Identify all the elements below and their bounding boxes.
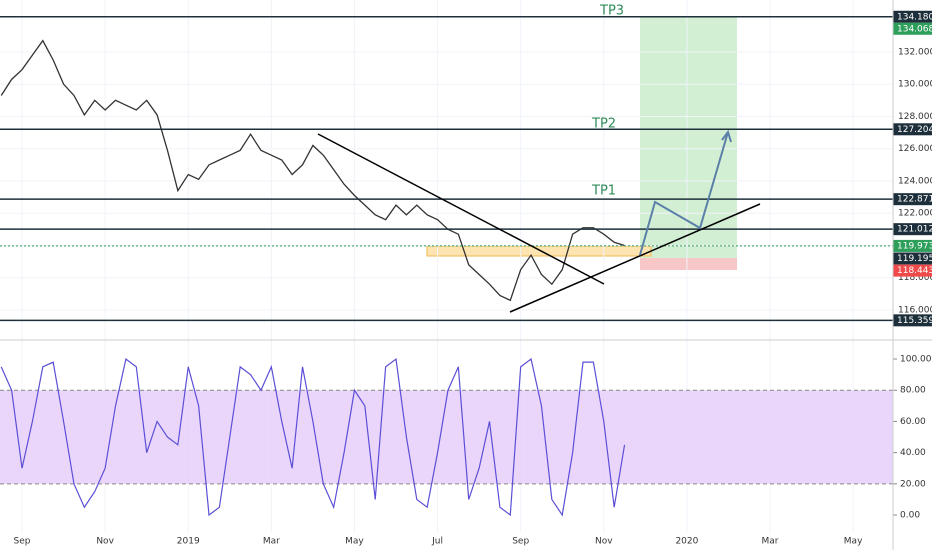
price-label-bg (893, 10, 932, 23)
price-label-bg (893, 239, 932, 252)
tp-label: TP3 (599, 4, 624, 19)
x-tick-label: Nov (96, 537, 114, 547)
x-tick-label: Sep (512, 537, 529, 547)
x-tick-label: Jul (431, 537, 443, 547)
oscillator-line (0, 357, 626, 517)
price-label-bg (893, 22, 932, 35)
y-tick-label: 128.000 (898, 112, 932, 122)
price-label-bg (893, 223, 932, 236)
price-label: 119.973 (897, 241, 932, 251)
price-label: 134.068 (897, 24, 932, 34)
osc-tick-label: 20.00 (900, 479, 926, 489)
price-label-bg (893, 264, 932, 277)
arrow-head (721, 129, 732, 143)
tp-label: TP1 (591, 184, 616, 199)
osc-tick-label: 80.00 (900, 386, 926, 396)
price-label: 122.871 (897, 195, 932, 205)
x-tick-label: May (345, 537, 364, 547)
x-tick-label: Nov (595, 537, 613, 547)
y-tick-label: 116.000 (898, 306, 932, 316)
x-tick-label: 2019 (177, 537, 200, 547)
price-line (0, 39, 625, 302)
price-label: 127.204 (897, 125, 932, 135)
x-tick-label: Mar (762, 537, 779, 547)
osc-tick-label: 60.00 (900, 417, 926, 427)
target-zone (640, 17, 737, 258)
stop-zone (640, 258, 737, 270)
y-tick-label: 122.000 (898, 209, 932, 219)
x-tick-label: Sep (14, 537, 31, 547)
price-label-bg (893, 123, 932, 136)
x-tick-label: 2020 (675, 537, 698, 547)
price-label: 134.180 (897, 12, 932, 22)
price-label: 118.443 (897, 266, 932, 276)
trend-line (317, 133, 605, 285)
price-label-bg (893, 193, 932, 206)
price-label-bg (893, 252, 932, 265)
y-tick-label: 130.000 (898, 80, 932, 90)
support-zone (426, 245, 652, 257)
oscillator-band (0, 390, 893, 484)
price-label: 115.359 (897, 316, 932, 326)
tp-label: TP2 (591, 117, 616, 132)
x-tick-label: May (844, 537, 863, 547)
x-tick-label: Mar (263, 537, 280, 547)
y-tick-label: 126.000 (898, 144, 932, 154)
y-tick-label: 124.000 (898, 176, 932, 186)
price-label: 119.195 (897, 254, 932, 264)
osc-tick-label: 40.00 (900, 448, 926, 458)
osc-tick-label: 100.00 (900, 355, 932, 365)
osc-tick-label: 0.00 (900, 511, 920, 521)
trend-line (509, 203, 761, 313)
price-label: 121.012 (897, 225, 932, 235)
projection-arrow (639, 131, 729, 256)
y-tick-label: 118.000 (898, 273, 932, 283)
y-tick-label: 132.000 (898, 47, 932, 57)
price-label-bg (893, 314, 932, 327)
